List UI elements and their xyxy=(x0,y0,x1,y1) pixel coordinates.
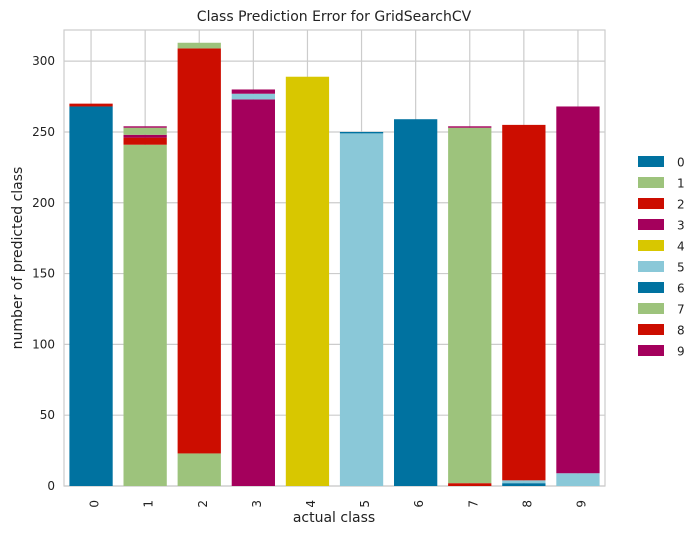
bar-segment xyxy=(123,127,167,135)
bar-segment xyxy=(69,103,113,107)
bar-segment xyxy=(177,48,221,454)
y-tick-label: 150 xyxy=(32,267,55,281)
x-tick-label: 7 xyxy=(466,500,480,508)
axis-layer: 0 50 100 150 200 250 300 0 1 2 3 4 5 6 7 8 9 xyxy=(32,54,588,507)
bar-segment xyxy=(123,134,167,138)
bar-segment xyxy=(123,126,167,128)
bar-layer xyxy=(69,42,600,487)
bar-segment xyxy=(556,473,600,486)
legend-label: 3 xyxy=(677,219,685,233)
bar-segment xyxy=(231,89,275,94)
x-tick-label: 9 xyxy=(574,500,588,508)
x-tick-label: 5 xyxy=(358,500,372,508)
x-tick-label: 1 xyxy=(142,500,156,508)
chart-title: Class Prediction Error for GridSearchCV xyxy=(197,9,472,25)
bar-segment xyxy=(231,93,275,100)
legend-swatch xyxy=(638,198,664,209)
legend-swatch xyxy=(638,219,664,230)
bar-segment xyxy=(502,124,546,481)
bar-segment xyxy=(285,76,330,487)
legend-label: 9 xyxy=(677,345,685,359)
legend-label: 1 xyxy=(677,177,685,191)
legend-label: 5 xyxy=(677,261,685,275)
legend-swatch xyxy=(638,261,664,272)
legend-label: 4 xyxy=(677,240,685,254)
bar-segment xyxy=(231,99,275,487)
legend-swatch xyxy=(638,156,664,167)
bar-segment xyxy=(123,137,167,145)
y-axis-label: number of predicted class xyxy=(10,167,26,350)
legend-label: 8 xyxy=(677,324,685,338)
bar-segment xyxy=(556,106,600,474)
x-axis-label: actual class xyxy=(293,510,375,526)
bar-segment xyxy=(502,483,546,486)
y-tick-label: 50 xyxy=(40,408,55,422)
bar-segment xyxy=(177,42,221,49)
legend-label: 6 xyxy=(677,282,685,296)
x-tick-label: 3 xyxy=(250,500,264,508)
y-tick-label: 250 xyxy=(32,125,55,139)
bar-segment xyxy=(448,126,492,128)
legend: 0 1 2 3 4 5 6 7 8 9 xyxy=(638,156,685,359)
x-tick-label: 0 xyxy=(88,500,102,508)
legend-swatch xyxy=(638,345,664,356)
bar-segment xyxy=(177,453,221,486)
bar-segment xyxy=(394,119,438,486)
bar-segment xyxy=(448,483,492,486)
legend-swatch xyxy=(638,282,664,293)
bar-segment xyxy=(448,127,492,484)
x-tick-label: 4 xyxy=(304,500,318,508)
x-tick-label: 8 xyxy=(520,500,534,508)
y-tick-label: 300 xyxy=(32,54,55,68)
legend-label: 7 xyxy=(677,303,685,317)
x-tick-label: 6 xyxy=(412,500,426,508)
legend-swatch xyxy=(638,240,664,251)
y-tick-label: 100 xyxy=(32,337,55,351)
legend-label: 0 xyxy=(677,156,685,170)
bar-segment xyxy=(339,133,384,486)
bar-segment xyxy=(339,131,384,134)
legend-swatch xyxy=(638,324,664,335)
legend-swatch xyxy=(638,177,664,188)
legend-label: 2 xyxy=(677,198,685,212)
y-tick-label: 200 xyxy=(32,196,55,210)
x-tick-label: 2 xyxy=(196,500,210,508)
legend-swatch xyxy=(638,303,664,314)
bar-segment xyxy=(502,480,546,484)
bar-segment xyxy=(123,144,167,486)
y-tick-label: 0 xyxy=(47,479,55,493)
bar-segment xyxy=(69,106,113,486)
